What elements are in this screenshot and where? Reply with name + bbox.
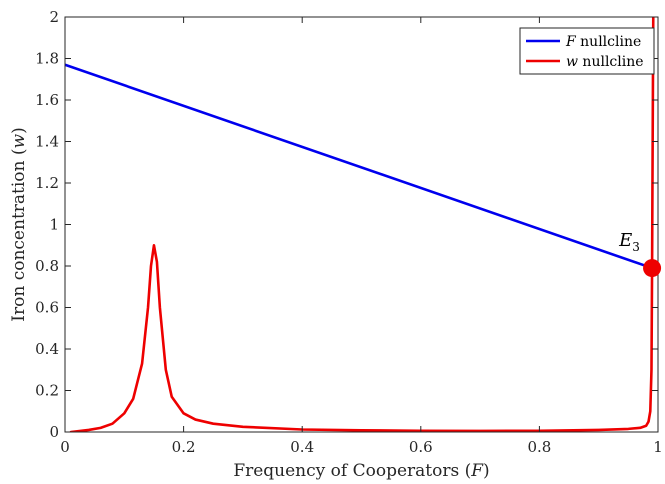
legend: F nullcline w nullcline: [519, 27, 655, 75]
y-tick-label: 1.4: [35, 133, 59, 151]
x-tick-label: 0.6: [409, 438, 433, 456]
y-tick-label: 2: [49, 8, 59, 26]
y-axis-label: Iron concentration (w): [9, 127, 29, 321]
y-tick-label: 1.2: [35, 174, 59, 192]
y-tick-label: 0.6: [35, 299, 59, 317]
y-tick-label: 0.2: [35, 382, 59, 400]
y-tick-label: 0.8: [35, 257, 59, 275]
series-line-f-nullcline: [65, 63, 654, 270]
legend-entry-label: F nullcline: [565, 34, 641, 50]
equilibrium-label: E3: [618, 230, 640, 254]
ticks-layer: 0 0.2 0.4 0.6 0.8 1 0 0.2 0.4 0.6 0.8 1 1.2 1.4 1.6 1.8…: [35, 8, 663, 456]
plot-frame: [64, 16, 659, 433]
x-axis-label: Frequency of Cooperators (F): [233, 461, 489, 481]
legend-entry-label: w nullcline: [566, 54, 644, 70]
series-line-w-nullcline: [69, 17, 655, 432]
y-tick-label: 0: [49, 423, 59, 441]
y-tick-label: 1.6: [35, 91, 59, 109]
y-tick-label: 1.8: [35, 50, 59, 68]
y-tick-label: 1: [49, 216, 59, 234]
x-tick-label: 0.8: [527, 438, 551, 456]
series-layer: [65, 17, 655, 432]
y-tick-label: 0.4: [35, 340, 59, 358]
annotation-layer: E3: [618, 230, 662, 278]
legend-box: [519, 27, 655, 75]
x-tick-label: 0.2: [172, 438, 196, 456]
equilibrium-marker: [643, 259, 662, 278]
x-tick-label: 0: [60, 438, 70, 456]
x-tick-label: 0.4: [290, 438, 314, 456]
x-tick-label: 1: [653, 438, 663, 456]
